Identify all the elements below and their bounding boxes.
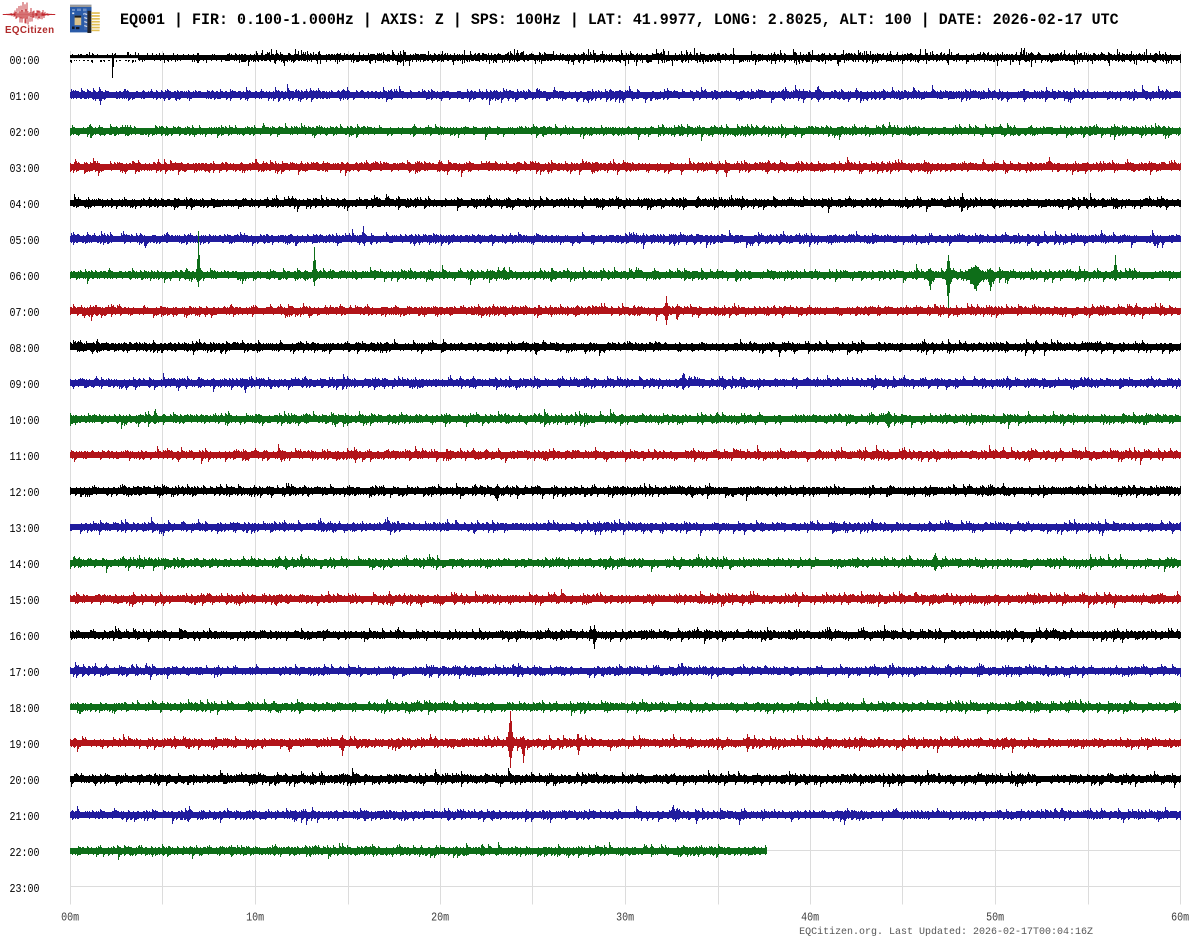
svg-text:19:00: 19:00 [10, 739, 40, 752]
svg-text:21:00: 21:00 [10, 811, 40, 824]
svg-text:50m: 50m [986, 912, 1004, 925]
svg-text:10:00: 10:00 [10, 415, 40, 428]
svg-text:22:00: 22:00 [10, 847, 40, 860]
svg-text:40m: 40m [801, 912, 819, 925]
svg-text:11:00: 11:00 [10, 451, 40, 464]
svg-text:EQCitizen: EQCitizen [5, 25, 54, 36]
svg-text:09:00: 09:00 [10, 379, 40, 392]
svg-text:05:00: 05:00 [10, 235, 40, 248]
svg-text:03:00: 03:00 [10, 163, 40, 176]
svg-text:18:00: 18:00 [10, 703, 40, 716]
svg-text:00:00: 00:00 [10, 55, 40, 68]
svg-text:EQ001 | FIR: 0.100-1.000Hz | A: EQ001 | FIR: 0.100-1.000Hz | AXIS: Z | S… [120, 11, 1119, 30]
svg-text:23:00: 23:00 [10, 883, 40, 896]
svg-text:16:00: 16:00 [10, 631, 40, 644]
svg-text:13:00: 13:00 [10, 523, 40, 536]
svg-text:00m: 00m [61, 912, 79, 925]
svg-text:12:00: 12:00 [10, 487, 40, 500]
svg-text:60m: 60m [1171, 912, 1189, 925]
svg-text:10m: 10m [246, 912, 264, 925]
svg-text:30m: 30m [616, 912, 634, 925]
svg-text:EQCitizen.org. Last Updated: 2: EQCitizen.org. Last Updated: 2026-02-17T… [799, 926, 1093, 938]
svg-text:02:00: 02:00 [10, 127, 40, 140]
svg-text:20:00: 20:00 [10, 775, 40, 788]
svg-text:15:00: 15:00 [10, 595, 40, 608]
svg-text:07:00: 07:00 [10, 307, 40, 320]
svg-text:17:00: 17:00 [10, 667, 40, 680]
svg-text:01:00: 01:00 [10, 91, 40, 104]
svg-text:08:00: 08:00 [10, 343, 40, 356]
svg-text:20m: 20m [431, 912, 449, 925]
svg-text:14:00: 14:00 [10, 559, 40, 572]
svg-text:06:00: 06:00 [10, 271, 40, 284]
svg-text:04:00: 04:00 [10, 199, 40, 212]
